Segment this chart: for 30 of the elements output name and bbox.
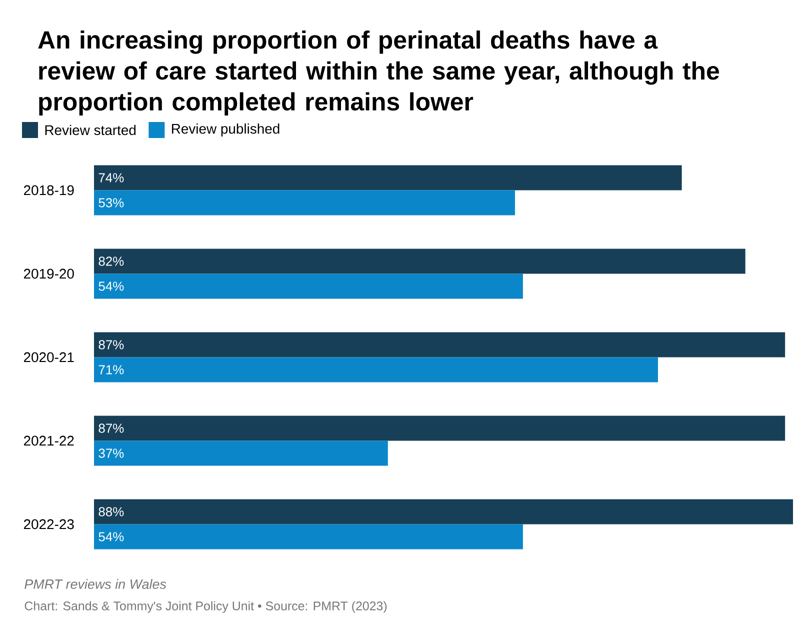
bar	[94, 190, 515, 216]
data-label: 37%	[98, 448, 124, 458]
bar	[94, 332, 786, 358]
data-label: 54%	[98, 282, 124, 291]
bar	[94, 274, 523, 299]
bar	[94, 357, 658, 382]
bar	[94, 165, 682, 190]
data-label: 74%	[98, 173, 124, 182]
legend-label: Review published	[172, 123, 280, 136]
bar	[94, 499, 793, 524]
text: Chart: Sands & Tommy's Joint Policy Unit • Source: PMRT (2023)	[24, 601, 387, 613]
bar	[94, 416, 786, 441]
y-tick-label: 2020-21	[24, 352, 74, 362]
data-label: 87%	[98, 340, 124, 350]
data-label: 82%	[98, 256, 124, 266]
y-tick-label: 2019-20	[24, 268, 74, 279]
data-label: 71%	[98, 365, 124, 374]
y-tick-label: 2018-19	[24, 185, 74, 196]
legend-label: Review started	[45, 124, 136, 136]
data-label: 53%	[98, 198, 124, 208]
bar	[94, 248, 746, 274]
text: PMRT reviews in Wales	[24, 579, 166, 589]
y-tick-label: 2021-22	[24, 436, 74, 446]
data-label: 88%	[98, 507, 124, 516]
chart-title: An increasing proportion of perinatal deaths have a review of care started within the same year, although the proportion completed remains lower	[38, 30, 719, 116]
bar	[94, 524, 523, 550]
data-label: 54%	[98, 532, 124, 542]
bar	[94, 440, 388, 466]
y-tick-label: 2022-23	[24, 519, 74, 530]
data-label: 87%	[98, 424, 124, 433]
